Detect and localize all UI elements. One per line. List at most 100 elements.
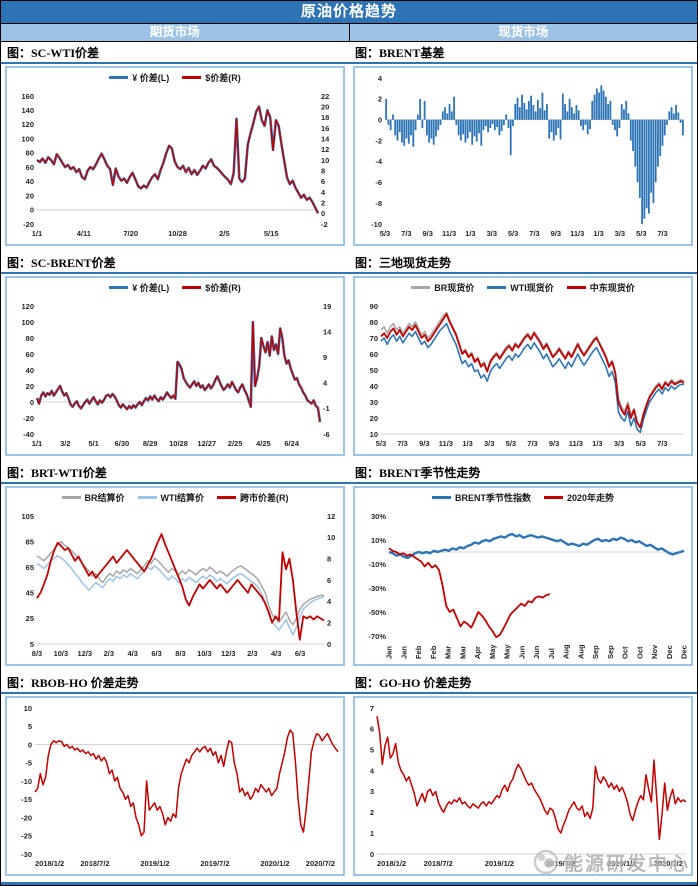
svg-text:-20: -20 <box>23 220 34 229</box>
chart-box-three-spot: BR现货价 WTI现货价 中东现货价 10 20 30 40 50 60 70 80 90 5/3 7/… <box>353 276 693 456</box>
svg-text:-2: -2 <box>375 136 382 145</box>
svg-text:16: 16 <box>321 124 329 133</box>
svg-text:-4: -4 <box>375 157 382 166</box>
chart-box-brent-basis: -10 -8 -6 -4 -2 0 2 4 5/3 7/3 9/3 11/3 1/3 3/3 5/3 7/3 9… <box>353 66 693 246</box>
charts-grid: 图：SC-WTI价差 ¥ 价差(L) $价差(R) -20 0 20 40 60 80 100… <box>1 42 697 882</box>
svg-text:8: 8 <box>327 555 331 564</box>
svg-text:1/1: 1/1 <box>32 229 42 238</box>
svg-text:8/3: 8/3 <box>32 649 42 658</box>
chart-canvas-brt-wti: 5 25 45 65 85 105 0 2 4 6 8 10 12 8/3 10/3 12/3 2/3 4/3 6/… <box>21 512 335 658</box>
svg-text:19: 19 <box>323 302 331 311</box>
bottom-rule <box>1 882 697 885</box>
svg-text:3/2: 3/2 <box>60 439 70 448</box>
chart-cell-brent-seasonal: 图：BRENT季节性走势 BRENT季节性指数 2020年走势 -70% -50% -… <box>349 462 697 672</box>
svg-text:Aug: Aug <box>576 644 585 659</box>
chart-canvas-sc-brent: -40 -20 0 20 40 60 80 100 120 -6 -1 4 9 14 19 1/1 3/2 5/1… <box>21 302 332 448</box>
svg-text:8/3: 8/3 <box>175 649 185 658</box>
svg-text:4: 4 <box>370 766 375 775</box>
chart-cell-brt-wti: 图：BRT-WTI价差 BR结算价 WTI结算价 跨市价差(R) 5 25 45 65 85… <box>1 462 349 672</box>
svg-text:10/28: 10/28 <box>168 229 187 238</box>
svg-text:2020/1/2: 2020/1/2 <box>607 859 636 868</box>
svg-text:5/3: 5/3 <box>636 229 646 238</box>
chart-title-brent-seasonal: 图：BRENT季节性走势 <box>349 462 697 484</box>
svg-text:0: 0 <box>30 398 34 407</box>
svg-text:Mar: Mar <box>458 646 467 659</box>
svg-text:3/3: 3/3 <box>484 439 494 448</box>
svg-text:1: 1 <box>370 829 374 838</box>
chart-box-sc-wti: ¥ 价差(L) $价差(R) -20 0 20 40 60 80 100 120 140 160 -2… <box>5 66 345 246</box>
svg-text:12: 12 <box>327 512 335 521</box>
svg-text:40: 40 <box>370 382 378 391</box>
chart-title-sc-brent: 图：SC-BRENT价差 <box>1 252 349 274</box>
svg-text:-70%: -70% <box>368 632 386 641</box>
market-header-row: 期货市场 现货市场 <box>1 24 697 42</box>
watermark-logo: 能源研发中心 <box>532 848 690 876</box>
svg-text:Sep: Sep <box>606 645 615 659</box>
svg-text:4/3: 4/3 <box>271 649 281 658</box>
svg-text:-20: -20 <box>21 813 32 822</box>
svg-text:40: 40 <box>26 177 34 186</box>
svg-text:12: 12 <box>321 145 329 154</box>
svg-text:1/3: 1/3 <box>593 229 603 238</box>
svg-text:-30%: -30% <box>368 584 386 593</box>
svg-text:7/3: 7/3 <box>529 229 539 238</box>
svg-text:-1: -1 <box>323 404 330 413</box>
svg-text:5: 5 <box>30 640 34 649</box>
svg-text:80: 80 <box>26 334 34 343</box>
svg-text:2018/1/2: 2018/1/2 <box>377 859 406 868</box>
svg-text:2/3: 2/3 <box>247 649 257 658</box>
svg-text:6/3: 6/3 <box>151 649 161 658</box>
svg-text:5/3: 5/3 <box>635 439 645 448</box>
svg-text:120: 120 <box>21 302 34 311</box>
svg-text:120: 120 <box>21 120 34 129</box>
svg-text:1/3: 1/3 <box>462 439 472 448</box>
chart-cell-rbob-ho: 图：RBOB-HO 价差走势 -30 -25 -20 -15 -10 -5 0 5 10 2018… <box>1 672 349 882</box>
svg-text:11/3: 11/3 <box>570 229 584 238</box>
svg-text:0: 0 <box>321 209 325 218</box>
svg-text:10: 10 <box>24 704 32 713</box>
svg-text:14: 14 <box>321 135 330 144</box>
svg-text:85: 85 <box>26 537 34 546</box>
svg-text:3/3: 3/3 <box>487 229 497 238</box>
svg-text:Feb: Feb <box>429 645 438 659</box>
svg-text:Dec: Dec <box>680 645 689 659</box>
svg-text:70: 70 <box>370 334 378 343</box>
svg-text:10/3: 10/3 <box>197 649 212 658</box>
svg-text:1/3: 1/3 <box>465 229 475 238</box>
svg-text:-30: -30 <box>21 850 32 859</box>
chart-title-go-ho: 图：GO-HO 价差走势 <box>349 672 697 694</box>
svg-text:Sep: Sep <box>591 645 600 659</box>
svg-text:3/3: 3/3 <box>615 229 625 238</box>
svg-text:6: 6 <box>370 725 374 734</box>
svg-text:2: 2 <box>321 199 325 208</box>
svg-text:Jun: Jun <box>532 645 541 659</box>
svg-text:2019/7/2: 2019/7/2 <box>200 859 229 868</box>
chart-title-brt-wti: 图：BRT-WTI价差 <box>1 462 349 484</box>
svg-text:5/15: 5/15 <box>264 229 279 238</box>
energy-center-logo-icon <box>533 849 559 875</box>
svg-text:12/27: 12/27 <box>197 439 216 448</box>
svg-text:0: 0 <box>370 850 374 859</box>
tab-futures-market: 期货市场 <box>1 24 349 41</box>
svg-text:-20: -20 <box>23 414 34 423</box>
svg-text:5/3: 5/3 <box>380 229 390 238</box>
svg-text:6/30: 6/30 <box>115 439 130 448</box>
svg-text:0: 0 <box>30 206 34 215</box>
svg-text:-40: -40 <box>23 430 34 439</box>
svg-text:100: 100 <box>21 135 34 144</box>
svg-text:5/1: 5/1 <box>88 439 98 448</box>
svg-text:-6: -6 <box>375 178 382 187</box>
svg-text:60: 60 <box>26 350 34 359</box>
svg-text:2019/1/2: 2019/1/2 <box>140 859 169 868</box>
svg-text:3: 3 <box>370 787 374 796</box>
svg-text:90: 90 <box>370 302 378 311</box>
svg-text:May: May <box>488 644 497 659</box>
svg-text:-6: -6 <box>323 430 330 439</box>
chart-box-brt-wti: BR结算价 WTI结算价 跨市价差(R) 5 25 45 65 85 105 0 2 4 6 8 10 12… <box>5 486 345 666</box>
svg-text:11/3: 11/3 <box>442 229 456 238</box>
svg-text:2018/1/2: 2018/1/2 <box>35 859 64 868</box>
svg-text:65: 65 <box>26 563 34 572</box>
svg-text:Aug: Aug <box>562 644 571 659</box>
svg-text:-10: -10 <box>21 777 32 786</box>
